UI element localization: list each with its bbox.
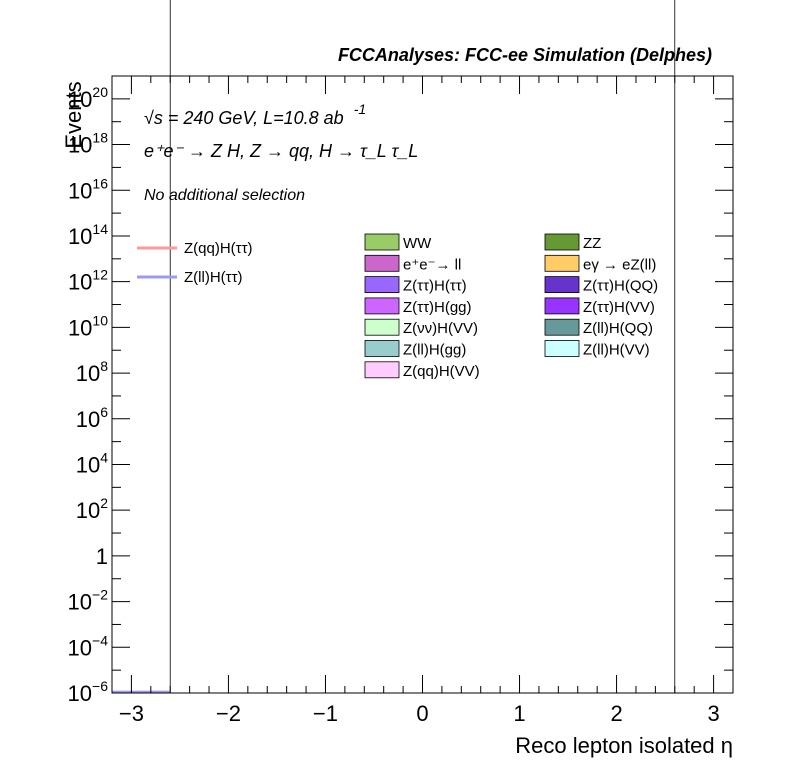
legend-swatch-e-e-ll	[364, 254, 400, 272]
energy-annotation: √s = 240 GeV, L=10.8 ab -1	[144, 101, 366, 128]
y-tick-label: 1014	[68, 221, 108, 249]
legend-label-z-h-vv: Z(ττ)H(VV)	[583, 299, 655, 316]
x-axis-title: Reco lepton isolated η	[515, 733, 733, 758]
legend-label-ww: WW	[403, 235, 432, 252]
legend-label-zz: ZZ	[583, 235, 601, 252]
legend-label-z-ll-h-vv: Z(ll)H(VV)	[583, 342, 650, 359]
legend-line-label-z-qq-h: Z(qq)H(ττ)	[184, 240, 253, 257]
y-tick-label: 10−2	[68, 587, 109, 615]
legend-swatch-z-ll-h-qq	[544, 318, 580, 336]
legend-label-e-e-ll: e⁺e⁻→ ll	[403, 256, 461, 273]
y-tick-label: 1018	[68, 130, 108, 158]
y-tick-label: 102	[76, 495, 108, 523]
y-tick-label: 10−4	[68, 632, 109, 660]
tick-layer	[111, 75, 734, 694]
legend-label-z-h: Z(ττ)H(ττ)	[403, 278, 467, 295]
legend-label-z-qq-h-vv: Z(qq)H(VV)	[403, 363, 480, 380]
y-tick-label: 106	[76, 404, 108, 432]
legend-swatch-z-h-vv	[364, 318, 400, 336]
process-annotation: e⁺e⁻ → Z H, Z → qq, H → τ_L τ_L	[144, 141, 418, 161]
legend-label-z-h-gg: Z(ττ)H(gg)	[403, 299, 472, 316]
legend-swatch-z-qq-h-vv	[364, 361, 400, 379]
legend-swatch-z-ll-h-vv	[544, 340, 580, 357]
y-tick-label: 1020	[68, 84, 108, 112]
x-tick-label: 3	[707, 701, 719, 726]
x-tick-label: −3	[119, 701, 144, 726]
plot-frame	[111, 75, 734, 694]
legend-label-z-h-qq: Z(ττ)H(QQ)	[583, 278, 658, 295]
y-tick-label: 104	[76, 449, 108, 477]
chart-header: FCCAnalyses: FCC-ee Simulation (Delphes)	[338, 45, 712, 65]
x-tick-label: −2	[216, 701, 241, 726]
y-tick-label: 1	[96, 544, 108, 569]
y-tick-label: 1012	[68, 267, 108, 295]
x-tick-label: 1	[513, 701, 525, 726]
selection-annotation: No additional selection	[144, 187, 305, 204]
legend-swatch-e-ez-ll	[544, 254, 580, 272]
legend: WW e⁺e⁻→ ll Z(ττ)H(ττ) Z(ττ)H(gg) Z(νν)H(VV)…	[137, 233, 658, 380]
y-axis-title: Events	[61, 81, 86, 148]
y-tick-label: 10−6	[68, 678, 109, 706]
tick-label-layer: −3 −2 −1 0 1 2 3 10−6 10−4 10−2 1 102 104 106 108 1010 1…	[68, 84, 720, 726]
stack-layer	[170, 0, 676, 693]
legend-swatch-ww	[364, 233, 400, 251]
legend-label-z-ll-h-qq: Z(ll)H(QQ)	[583, 320, 653, 337]
legend-swatch-z-h-vv	[544, 297, 580, 315]
x-tick-label: 2	[610, 701, 622, 726]
legend-swatch-z-h-qq	[544, 276, 580, 294]
legend-swatch-zz	[544, 233, 580, 251]
legend-label-e-ez-ll: eγ → eZ(ll)	[583, 256, 656, 273]
x-tick-label: −1	[313, 701, 338, 726]
legend-swatch-z-ll-h-gg	[364, 340, 400, 357]
y-tick-label: 108	[76, 358, 108, 386]
legend-label-z-h-vv: Z(νν)H(VV)	[403, 320, 478, 337]
legend-swatch-z-h-gg	[364, 297, 400, 315]
legend-swatch-z-h	[364, 276, 400, 294]
y-tick-label: 1010	[68, 312, 108, 340]
legend-line-label-z-ll-h: Z(ll)H(ττ)	[184, 269, 243, 286]
y-tick-label: 1016	[68, 175, 108, 203]
legend-label-z-ll-h-gg: Z(ll)H(gg)	[403, 342, 466, 359]
x-tick-label: 0	[416, 701, 428, 726]
